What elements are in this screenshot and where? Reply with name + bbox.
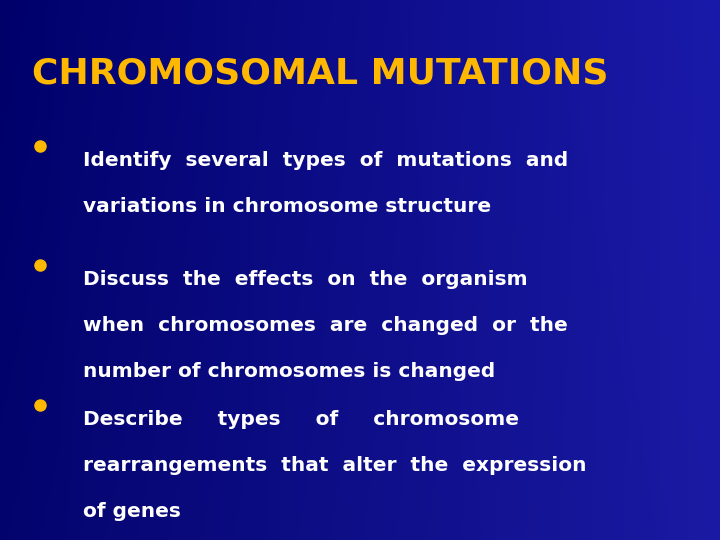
Text: Identify  several  types  of  mutations  and: Identify several types of mutations and [83, 151, 568, 170]
Text: rearrangements  that  alter  the  expression: rearrangements that alter the expression [83, 456, 586, 475]
Text: of genes: of genes [83, 502, 181, 521]
Text: CHROMOSOMAL MUTATIONS: CHROMOSOMAL MUTATIONS [32, 57, 609, 91]
Text: variations in chromosome structure: variations in chromosome structure [83, 197, 491, 216]
Text: Describe     types     of     chromosome: Describe types of chromosome [83, 410, 519, 429]
Text: number of chromosomes is changed: number of chromosomes is changed [83, 362, 495, 381]
Text: when  chromosomes  are  changed  or  the: when chromosomes are changed or the [83, 316, 567, 335]
Text: Discuss  the  effects  on  the  organism: Discuss the effects on the organism [83, 270, 528, 289]
